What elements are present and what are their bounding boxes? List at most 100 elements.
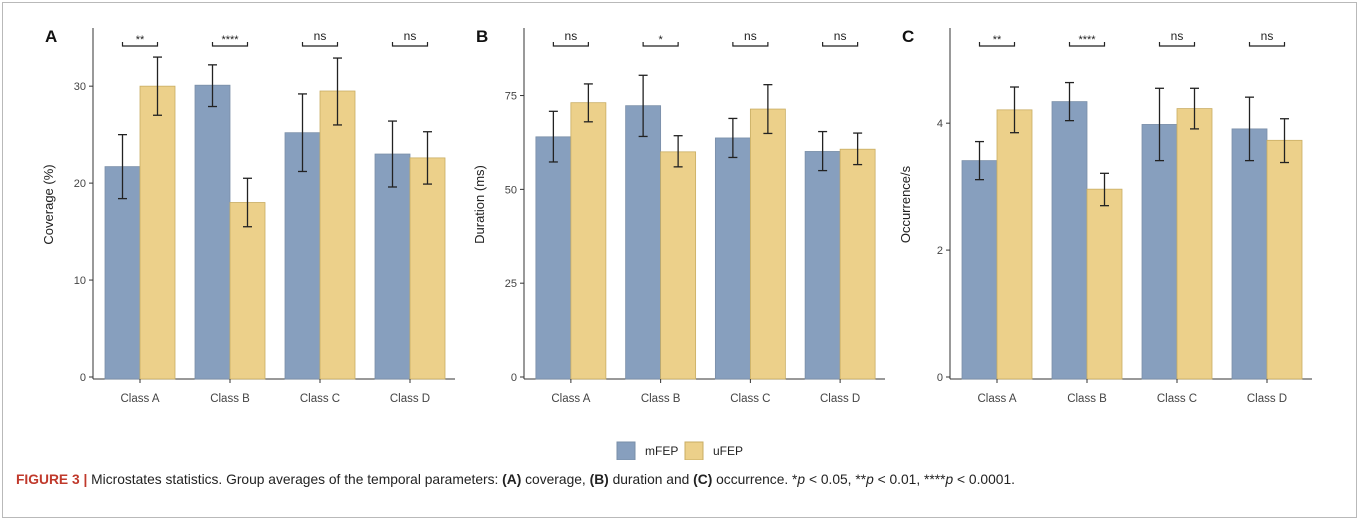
y-axis-label: Occurrence/s <box>898 165 913 243</box>
bar-ufep <box>749 108 786 380</box>
legend-swatch-ufep <box>684 441 704 460</box>
significance-label: ns <box>1261 29 1274 43</box>
significance-label: **** <box>221 34 239 46</box>
bar-ufep <box>229 202 266 380</box>
bar-ufep <box>1086 188 1123 380</box>
significance-bracket <box>732 42 769 47</box>
x-tick-label: Class C <box>300 393 340 405</box>
significance-bracket <box>121 42 159 47</box>
y-tick-label: 0 <box>80 372 86 384</box>
caption-ref-b: (B) <box>589 472 609 487</box>
significance-label: ns <box>565 29 578 43</box>
y-tick-label: 10 <box>74 275 86 287</box>
panel-label: C <box>902 27 914 46</box>
x-tick-label: Class C <box>730 393 770 405</box>
bar-mfep <box>804 151 841 380</box>
bar-ufep <box>839 148 876 380</box>
caption-text-6: < 0.01, **** <box>873 472 946 487</box>
caption-text-3: duration and <box>608 472 694 487</box>
y-tick-label: 75 <box>505 91 517 103</box>
y-tick-label: 4 <box>937 118 943 130</box>
y-tick-label: 0 <box>937 372 943 384</box>
caption-ref-c: (C) <box>693 472 713 487</box>
x-tick-label: Class B <box>641 393 681 405</box>
significance-label: ns <box>1171 29 1184 43</box>
significance-label: ns <box>744 29 757 43</box>
legend-label-mfep: mFEP <box>645 444 678 458</box>
y-tick-label: 30 <box>74 81 86 93</box>
panel-b: B Duration (ms) 0 25 50 75 Class A ns Class B * Cl… <box>472 27 885 405</box>
y-axis-label: Coverage (%) <box>41 164 56 244</box>
bar-mfep <box>1231 128 1268 380</box>
bar-ufep <box>996 109 1033 380</box>
significance-label: ** <box>136 34 145 46</box>
bar-ufep <box>660 151 697 380</box>
bar-mfep <box>961 160 998 380</box>
significance-label: ** <box>993 34 1002 46</box>
x-tick-label: Class D <box>820 393 860 405</box>
significance-bracket <box>642 42 679 47</box>
significance-label: **** <box>1078 34 1096 46</box>
x-tick-label: Class B <box>1067 393 1107 405</box>
bar-ufep <box>139 85 176 380</box>
x-tick-label: Class A <box>978 393 1017 405</box>
caption-p-2: p <box>866 472 874 487</box>
legend-label-ufep: uFEP <box>713 444 743 458</box>
bar-mfep <box>1051 101 1088 380</box>
panel-label: B <box>476 27 488 46</box>
x-tick-label: Class C <box>1157 393 1197 405</box>
caption-figure-label: FIGURE 3 | <box>16 472 88 487</box>
bar-ufep <box>1266 139 1303 380</box>
significance-bracket <box>391 42 429 47</box>
significance-bracket <box>1248 42 1286 47</box>
significance-bracket <box>211 42 249 47</box>
x-tick-label: Class A <box>551 393 590 405</box>
caption-p-1: p <box>797 472 806 487</box>
bar-mfep <box>1141 124 1178 380</box>
significance-bracket <box>822 42 859 47</box>
bar-mfep <box>535 136 572 380</box>
y-axis-label: Duration (ms) <box>472 165 487 244</box>
x-tick-label: Class A <box>121 393 160 405</box>
y-tick-label: 2 <box>937 245 943 257</box>
bar-mfep <box>714 137 751 380</box>
x-tick-label: Class D <box>390 393 430 405</box>
bar-ufep <box>570 102 607 380</box>
significance-label: ns <box>834 29 847 43</box>
panel-label: A <box>45 27 57 46</box>
figure-caption: FIGURE 3 | Microstates statistics. Group… <box>16 472 1015 487</box>
x-tick-label: Class D <box>1247 393 1287 405</box>
legend-swatch-mfep <box>616 441 636 460</box>
y-tick-label: 20 <box>74 178 86 190</box>
legend: mFEP uFEP <box>616 441 743 460</box>
bar-mfep <box>374 153 411 380</box>
significance-bracket <box>301 42 339 47</box>
significance-bracket <box>1068 42 1106 47</box>
significance-label: ns <box>314 29 327 43</box>
caption-text-2: coverage, <box>521 472 590 487</box>
y-tick-label: 50 <box>505 184 517 196</box>
bar-ufep <box>409 157 446 380</box>
significance-label: ns <box>404 29 417 43</box>
significance-bracket <box>978 42 1016 47</box>
bar-mfep <box>625 105 662 380</box>
x-tick-label: Class B <box>210 393 250 405</box>
bar-ufep <box>1176 108 1213 380</box>
caption-p-3: p <box>945 472 954 487</box>
caption-text-4: occurrence. * <box>712 472 798 487</box>
caption-ref-a: (A) <box>502 472 522 487</box>
bar-mfep <box>284 132 321 380</box>
caption-text-5: < 0.05, ** <box>805 472 867 487</box>
significance-bracket <box>552 42 589 47</box>
y-tick-label: 0 <box>511 372 517 384</box>
bar-ufep <box>319 90 356 380</box>
y-tick-label: 25 <box>505 278 517 290</box>
caption-text-1: Microstates statistics. Group averages o… <box>87 472 503 487</box>
caption-text-7: < 0.0001. <box>953 472 1015 487</box>
significance-bracket <box>1158 42 1196 47</box>
bar-mfep <box>194 84 231 380</box>
panel-c: C Occurrence/s 0 2 4 Class A ** Class B **** Clas… <box>898 27 1312 405</box>
significance-label: * <box>658 34 663 46</box>
